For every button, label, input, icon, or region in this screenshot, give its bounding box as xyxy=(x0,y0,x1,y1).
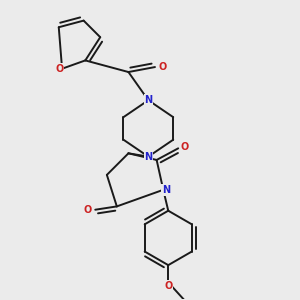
Text: N: N xyxy=(162,185,170,195)
Text: O: O xyxy=(164,281,172,291)
Text: N: N xyxy=(144,95,152,105)
Text: N: N xyxy=(144,152,152,162)
Text: O: O xyxy=(55,64,64,74)
Text: O: O xyxy=(84,205,92,215)
Text: O: O xyxy=(181,142,189,152)
Text: O: O xyxy=(158,62,166,72)
